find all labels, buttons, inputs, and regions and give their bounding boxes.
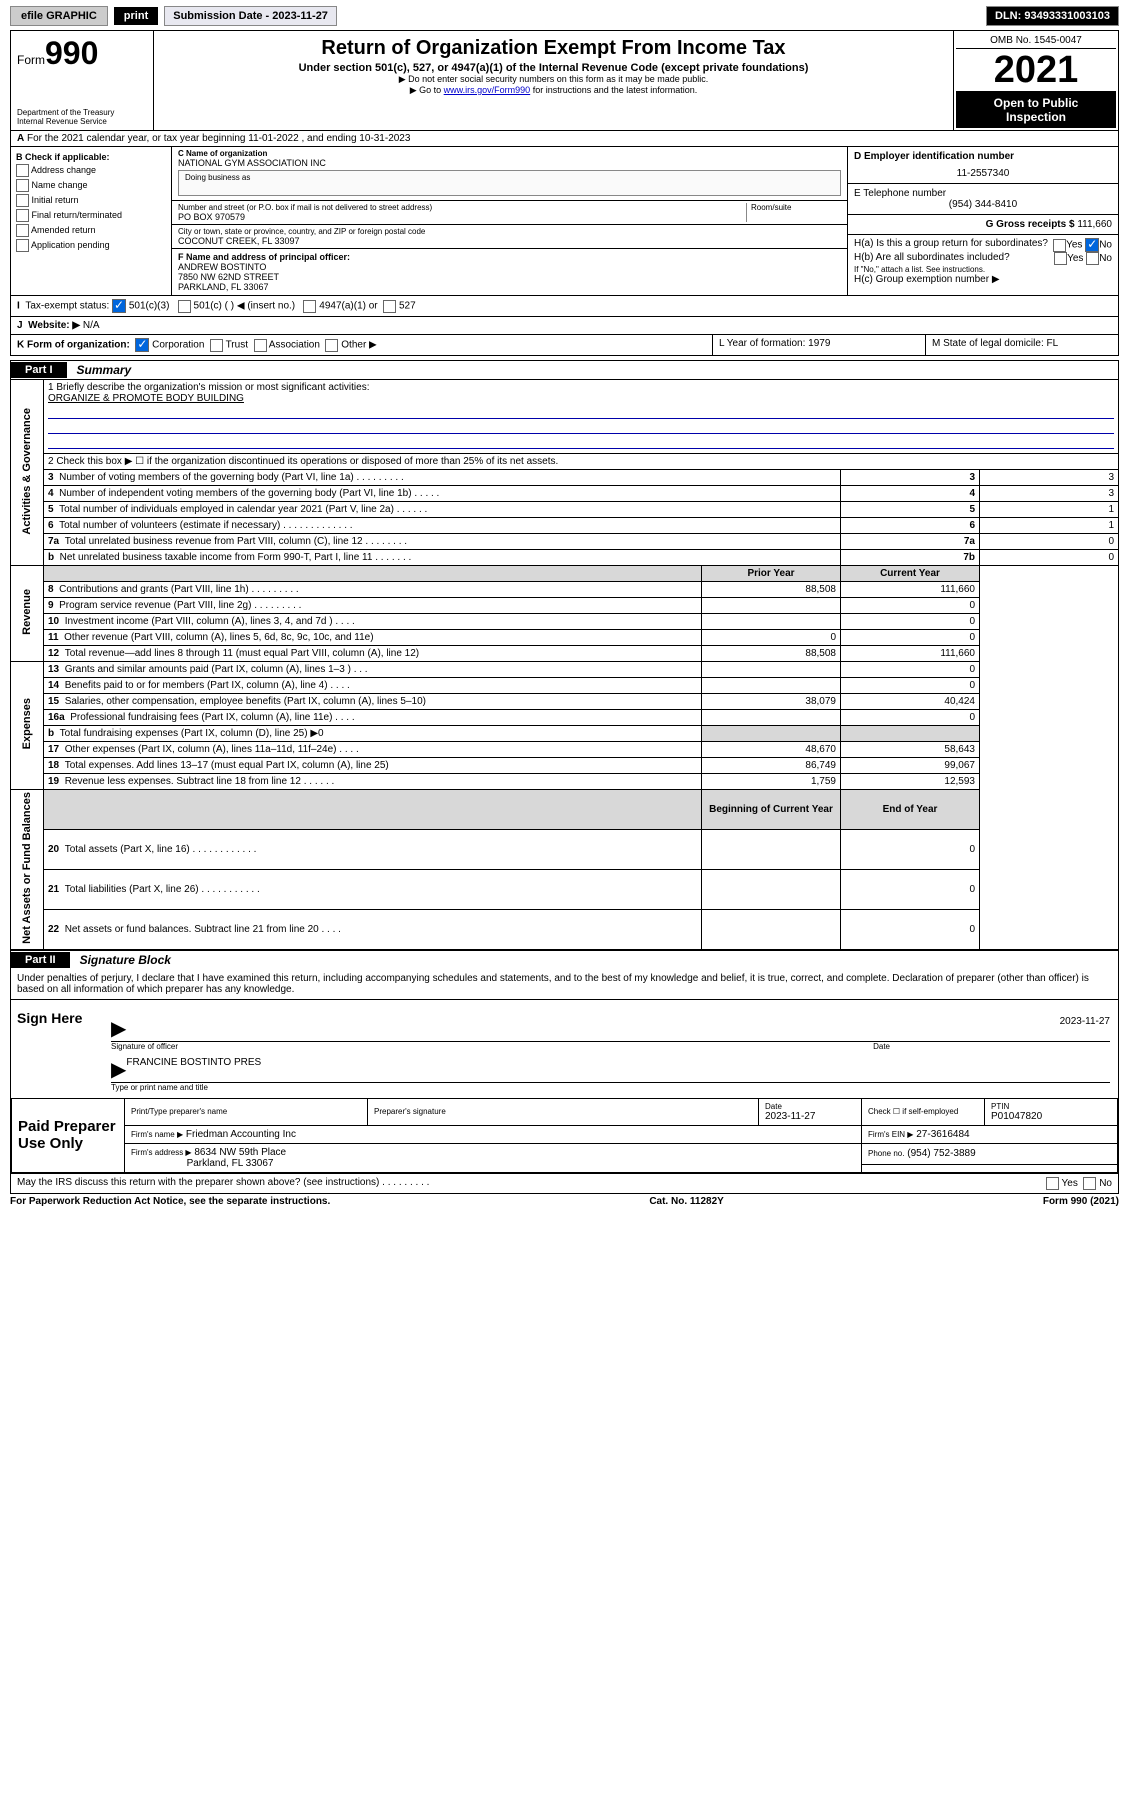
form-subtitle: Under section 501(c), 527, or 4947(a)(1)…	[160, 62, 947, 74]
ein: 11-2557340	[854, 162, 1112, 179]
dln: DLN: 93493331003103	[986, 6, 1119, 26]
name-label: Type or print name and title	[111, 1083, 1110, 1092]
cb-initial-return[interactable]	[16, 194, 29, 207]
org-city: COCONUT CREEK, FL 33097	[178, 236, 841, 246]
org-name: NATIONAL GYM ASSOCIATION INC	[178, 158, 841, 168]
tax-year: 2021	[956, 49, 1116, 92]
cb-527[interactable]	[383, 300, 396, 313]
preparer-table: Paid Preparer Use Only Print/Type prepar…	[11, 1098, 1118, 1173]
firm-phone: (954) 752-3889	[907, 1148, 975, 1159]
cb-501c3[interactable]	[112, 299, 126, 313]
firm-ein: 27-3616484	[916, 1129, 969, 1140]
omb-number: OMB No. 1545-0047	[956, 33, 1116, 49]
col-b-checks: B Check if applicable: Address change Na…	[11, 147, 172, 295]
q2: 2 Check this box ▶ ☐ if the organization…	[44, 454, 1119, 470]
officer-name: ANDREW BOSTINTO	[178, 262, 841, 272]
hc-label: H(c) Group exemption number ▶	[854, 274, 1112, 285]
ha-no[interactable]	[1085, 238, 1099, 252]
dept-label: Department of the Treasury Internal Reve…	[17, 108, 147, 126]
irs-link[interactable]: www.irs.gov/Form990	[444, 85, 531, 95]
date-label: Date	[873, 1042, 890, 1051]
cb-corp[interactable]	[135, 338, 149, 352]
hb-no[interactable]	[1086, 252, 1099, 265]
page-footer: For Paperwork Reduction Act Notice, see …	[10, 1194, 1119, 1207]
cb-name-change[interactable]	[16, 179, 29, 192]
c-label: C Name of organization	[178, 149, 841, 158]
summary-table: Activities & Governance 1 Briefly descri…	[10, 379, 1119, 950]
e-label: E Telephone number	[854, 188, 1112, 199]
f-label: F Name and address of principal officer:	[178, 252, 841, 262]
form-header: Form990 Department of the Treasury Inter…	[10, 30, 1119, 131]
city-label: City or town, state or province, country…	[178, 227, 841, 236]
m-state: M State of legal domicile: FL	[932, 338, 1058, 349]
top-toolbar: efile GRAPHIC print Submission Date - 20…	[10, 6, 1119, 26]
room-label: Room/suite	[751, 203, 841, 212]
q1-label: 1 Briefly describe the organization's mi…	[48, 382, 1114, 393]
firm-name: Friedman Accounting Inc	[186, 1129, 296, 1140]
officer-addr1: 7850 NW 62ND STREET	[178, 272, 841, 282]
phone: (954) 344-8410	[854, 199, 1112, 210]
mission-text: ORGANIZE & PROMOTE BODY BUILDING	[48, 393, 1114, 404]
cb-assoc[interactable]	[254, 339, 267, 352]
paid-preparer-label: Paid Preparer Use Only	[12, 1098, 125, 1172]
cb-other[interactable]	[325, 339, 338, 352]
hb-yes[interactable]	[1054, 252, 1067, 265]
addr-label: Number and street (or P.O. box if mail i…	[178, 203, 746, 212]
cb-4947[interactable]	[303, 300, 316, 313]
hb-note: If "No," attach a list. See instructions…	[854, 265, 1112, 274]
cb-address-change[interactable]	[16, 164, 29, 177]
gross-receipts: 111,660	[1077, 219, 1112, 230]
ha-yes[interactable]	[1053, 239, 1066, 252]
discuss-yes[interactable]	[1046, 1177, 1059, 1190]
j-label: Website: ▶	[28, 320, 80, 331]
ha-label: H(a) Is this a group return for subordin…	[854, 238, 1053, 252]
org-address: PO BOX 970579	[178, 212, 746, 222]
row-a-period: A For the 2021 calendar year, or tax yea…	[10, 131, 1119, 147]
cb-trust[interactable]	[210, 339, 223, 352]
cb-final-return[interactable]	[16, 209, 29, 222]
hb-label: H(b) Are all subordinates included?	[854, 252, 1054, 265]
note-ssn: Do not enter social security numbers on …	[160, 74, 947, 85]
open-public-badge: Open to PublicInspection	[956, 92, 1116, 128]
side-net: Net Assets or Fund Balances	[21, 792, 33, 944]
website-val: N/A	[83, 320, 100, 331]
form-number: Form990	[17, 35, 147, 72]
sig-date: 2023-11-27	[1060, 1016, 1110, 1041]
part1-header: Part I Summary	[10, 360, 1119, 379]
print-button[interactable]: print	[114, 7, 158, 25]
d-label: D Employer identification number	[854, 151, 1112, 162]
cb-501c[interactable]	[178, 300, 191, 313]
part2-header: Part II Signature Block	[10, 950, 1119, 969]
officer-addr2: PARKLAND, FL 33067	[178, 282, 841, 292]
side-gov: Activities & Governance	[21, 408, 33, 535]
cb-amended[interactable]	[16, 224, 29, 237]
efile-button[interactable]: efile GRAPHIC	[10, 6, 108, 26]
side-rev: Revenue	[21, 589, 33, 635]
form-title: Return of Organization Exempt From Incom…	[160, 37, 947, 60]
officer-printed: FRANCINE BOSTINTO PRES	[126, 1057, 261, 1082]
g-label: G Gross receipts $	[986, 219, 1075, 230]
discuss-no[interactable]	[1083, 1177, 1096, 1190]
k-label: K Form of organization:	[17, 340, 130, 351]
ptin: P01047820	[991, 1111, 1042, 1122]
note-link: Go to www.irs.gov/Form990 for instructio…	[160, 85, 947, 96]
dba-label: Doing business as	[185, 173, 834, 182]
cb-app-pending[interactable]	[16, 239, 29, 252]
firm-addr: 8634 NW 59th Place	[194, 1147, 286, 1158]
discuss-label: May the IRS discuss this return with the…	[17, 1177, 429, 1190]
submission-date: Submission Date - 2023-11-27	[164, 6, 337, 26]
perjury-decl: Under penalties of perjury, I declare th…	[11, 969, 1118, 999]
i-label: Tax-exempt status:	[25, 301, 109, 312]
l-year: L Year of formation: 1979	[719, 338, 830, 349]
side-exp: Expenses	[21, 698, 33, 749]
sign-here-label: Sign Here	[11, 1000, 103, 1098]
main-info-block: B Check if applicable: Address change Na…	[10, 147, 1119, 296]
sig-officer-label: Signature of officer	[111, 1042, 178, 1051]
